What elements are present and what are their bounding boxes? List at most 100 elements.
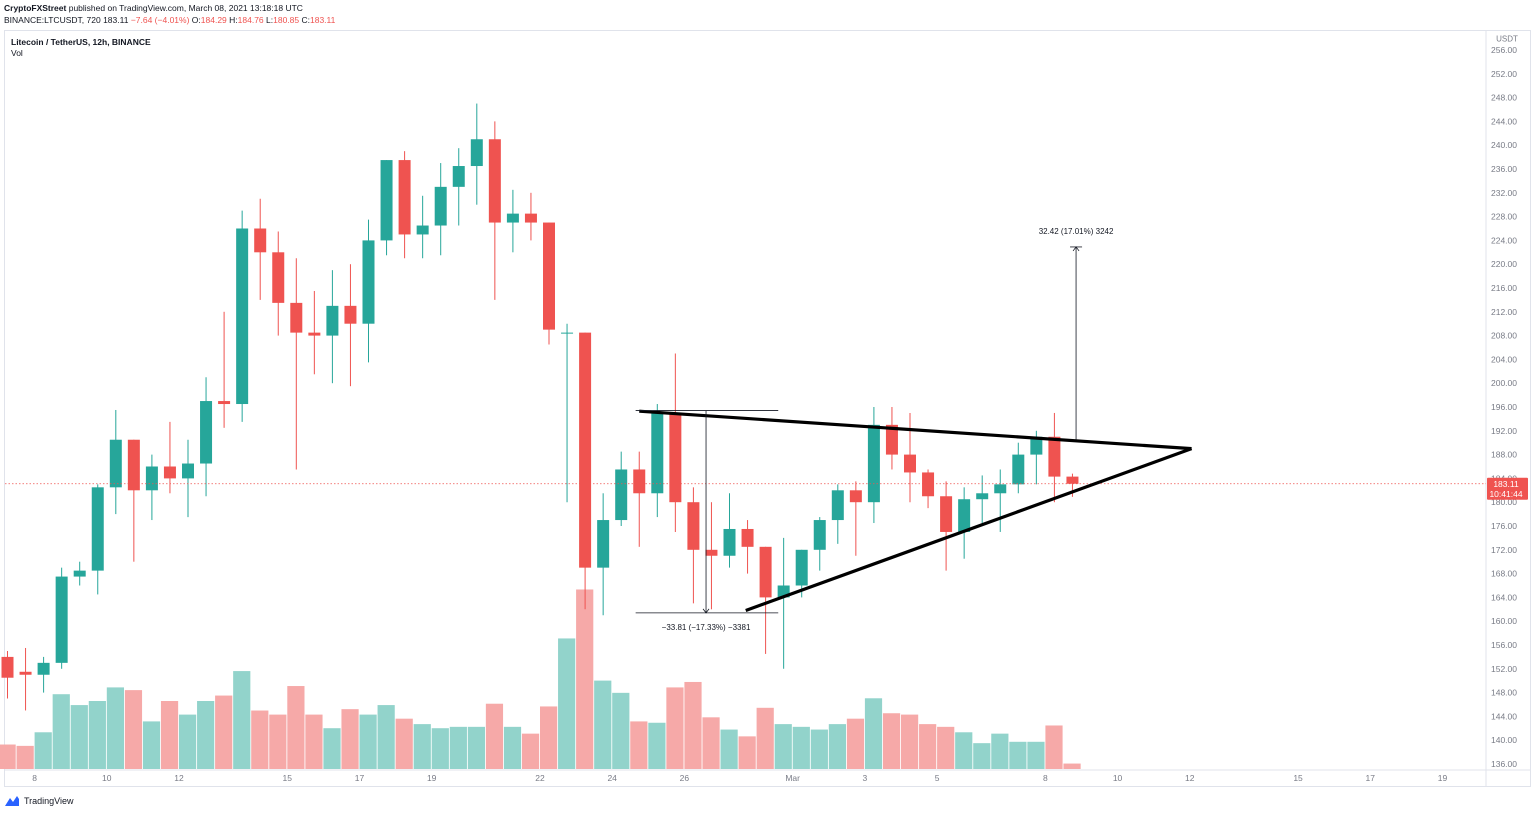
tradingview-logo-icon [5,796,19,806]
y-tick-label: 152.00 [1491,664,1517,674]
candle-body [127,439,140,491]
high-label: H: [229,15,238,25]
volume-bar [251,710,269,769]
candle-body [940,496,953,532]
y-tick-label: 176.00 [1491,521,1517,531]
volume-bar [88,701,106,769]
candle-body [163,466,176,479]
y-tick-label: 204.00 [1491,354,1517,364]
price-badge-label: 183.11 [1493,479,1519,489]
close-label: C: [301,15,311,25]
y-tick-label: 252.00 [1491,69,1517,79]
candle-body [145,466,158,491]
candle-body [308,332,321,336]
volume-bar [666,687,684,769]
volume-bar [124,690,143,769]
volume-bar [702,717,720,769]
x-tick-label: 17 [355,773,365,783]
candle-body [254,228,267,253]
volume-bar [142,721,161,769]
volume-bar [810,729,828,769]
candle-body [831,490,844,521]
volume-bar [269,714,287,769]
measure-up-label: 32.42 (17.01%) 3242 [1039,227,1114,236]
volume-bar [1009,741,1027,769]
volume-bar [684,681,702,769]
volume-bar [1045,725,1063,769]
volume-bar [16,745,34,769]
candle-body [579,332,592,568]
published-text: published on TradingView.com, March 08, … [68,3,303,13]
candle-body [200,401,213,464]
y-tick-label: 192.00 [1491,426,1517,436]
volume-bar [955,732,973,769]
candle-body [109,439,122,488]
low-label: L: [266,15,274,25]
volume-bar [359,714,377,769]
x-tick-label: 15 [1293,773,1303,783]
volume-label: Vol [11,48,23,58]
volume-bar [287,686,305,769]
candle-body [182,463,194,479]
change-value: −7.64 (−4.01%) [130,15,190,25]
candle-body [723,528,736,556]
volume-bar [828,724,846,769]
candle-body [885,424,898,455]
volume-bar [305,714,323,769]
volume-bar [648,722,666,769]
volume-bar [558,638,576,769]
y-tick-label: 156.00 [1491,640,1517,650]
volume-bar [973,743,991,769]
volume-bar [792,726,810,769]
candle-body [506,213,519,223]
y-tick-label: 164.00 [1491,592,1517,602]
y-tick-label: 148.00 [1491,688,1517,698]
footer-brand[interactable]: TradingView [4,793,74,809]
volume-bar [882,713,901,769]
volume-bar [937,726,955,769]
candle-body [1030,436,1043,455]
y-tick-label: 240.00 [1491,140,1517,150]
candle-body [633,469,646,494]
y-tick-label: 188.00 [1491,450,1517,460]
candle-body [687,502,700,550]
volume-bar [503,726,522,769]
symbol-label: BINANCE:LTCUSDT, 720 [4,15,101,25]
x-tick-label: 17 [1366,773,1376,783]
y-tick-label: 228.00 [1491,212,1517,222]
last-price: 183.11 [103,15,129,25]
candle-body [922,472,935,497]
candle-body [416,225,429,235]
candle-body [795,549,808,586]
candle-body [236,228,249,405]
pane-title: Litecoin / TetherUS, 12h, BINANCE [11,37,151,47]
volume-bar [377,705,395,769]
x-tick-label: 5 [935,773,940,783]
x-tick-label: 3 [863,773,868,783]
candle-body [344,305,357,324]
candle-body [1012,454,1025,485]
volume-bar [179,714,197,769]
candle-body [470,139,483,167]
measure-down-label: −33.81 (−17.33%) −3381 [662,623,751,632]
x-tick-label: 19 [427,773,437,783]
candle-body [290,302,303,333]
x-tick-label: 12 [174,773,184,783]
triangle-lower-trendline [745,447,1193,612]
y-tick-label: 248.00 [1491,93,1517,103]
y-tick-label: 168.00 [1491,569,1517,579]
volume-bar [0,744,16,769]
candle-body [91,487,104,571]
y-tick-label: 136.00 [1491,759,1517,769]
publisher-name[interactable]: CryptoFXStreet [4,3,67,13]
candle-body [19,671,32,675]
volume-bar [449,726,467,769]
volume-bar [1063,763,1081,769]
volume-bar [160,701,179,769]
candle-body [326,305,339,336]
x-tick-label: 10 [102,773,112,783]
volume-bar [738,736,756,769]
volume-bar [774,724,792,769]
volume-bar [594,680,612,769]
